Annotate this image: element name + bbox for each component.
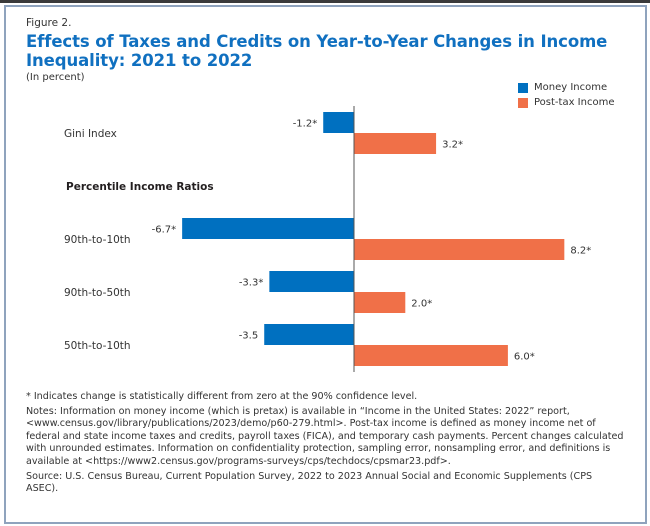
data-label-post-tax-income-50th-to-10th: 6.0* <box>514 352 535 363</box>
category-label-90th-to-50th: 90th-to-50th <box>64 287 131 299</box>
legend-swatch-post-tax-income <box>518 97 528 108</box>
bar-post-tax-income-gini-index <box>354 133 437 154</box>
chart-subtitle: (In percent) <box>26 72 85 83</box>
group-heading-percentile-income-ratios: Percentile Income Ratios <box>66 181 214 193</box>
significance-note: * Indicates change is statistically diff… <box>26 391 418 402</box>
data-label-post-tax-income-90th-to-50th: 2.0* <box>411 299 432 310</box>
data-label-money-income-90th-to-10th: -6.7* <box>152 225 177 236</box>
bar-post-tax-income-90th-to-50th <box>354 292 406 313</box>
bar-money-income-gini-index <box>323 112 354 133</box>
notes-text: Notes: Information on money income (whic… <box>26 405 624 467</box>
legend: Money Income Post-tax Income <box>518 80 614 110</box>
bar-post-tax-income-50th-to-10th <box>354 345 508 366</box>
category-label-50th-to-10th: 50th-to-10th <box>64 340 131 352</box>
bar-post-tax-income-90th-to-10th <box>354 239 565 260</box>
notes-block: * Indicates change is statistically diff… <box>26 391 626 498</box>
category-label-90th-to-10th: 90th-to-10th <box>64 234 131 246</box>
top-border <box>0 0 650 3</box>
category-label-gini-index: Gini Index <box>64 128 117 140</box>
legend-swatch-money-income <box>518 82 528 93</box>
figure-label: Figure 2. <box>26 17 72 29</box>
source-text: Source: U.S. Census Bureau, Current Popu… <box>26 470 593 495</box>
figure-frame <box>4 5 647 524</box>
bar-money-income-50th-to-10th <box>264 324 354 345</box>
data-label-money-income-gini-index: -1.2* <box>293 119 318 130</box>
data-label-post-tax-income-gini-index: 3.2* <box>442 140 463 151</box>
data-label-money-income-50th-to-10th: -3.5 <box>239 331 259 342</box>
legend-label-post-tax-income: Post-tax Income <box>534 97 615 108</box>
data-label-money-income-90th-to-50th: -3.3* <box>239 278 264 289</box>
legend-item-money-income: Money Income <box>518 80 614 95</box>
legend-item-post-tax-income: Post-tax Income <box>518 95 614 110</box>
chart-title: Effects of Taxes and Credits on Year-to-… <box>26 32 608 70</box>
data-label-post-tax-income-90th-to-10th: 8.2* <box>570 246 591 257</box>
bar-money-income-90th-to-50th <box>269 271 354 292</box>
bar-money-income-90th-to-10th <box>182 218 354 239</box>
legend-label-money-income: Money Income <box>534 82 608 93</box>
